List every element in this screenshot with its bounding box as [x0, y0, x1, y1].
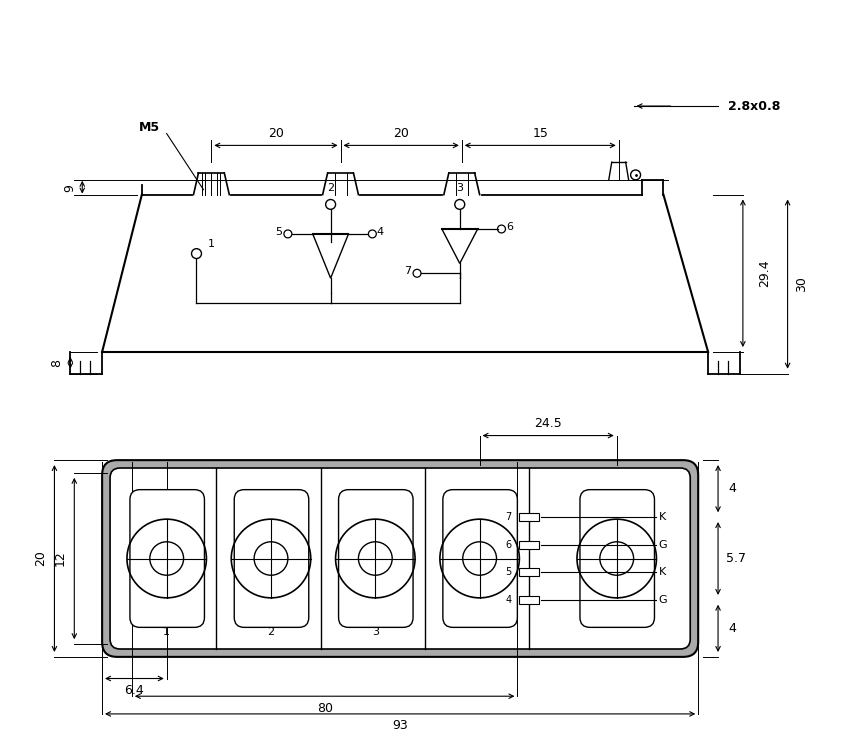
- Bar: [519, 596, 539, 603]
- Text: 2.8x0.8: 2.8x0.8: [728, 99, 780, 112]
- Text: K: K: [658, 512, 666, 522]
- Text: 5: 5: [505, 567, 512, 577]
- Text: 15: 15: [532, 127, 548, 140]
- Text: 4: 4: [728, 622, 736, 635]
- Text: 2: 2: [267, 627, 275, 637]
- Text: 5.7: 5.7: [726, 552, 746, 565]
- Text: 20: 20: [393, 127, 409, 140]
- Text: 4: 4: [376, 227, 384, 237]
- Text: 1: 1: [163, 627, 170, 637]
- Text: 6.4: 6.4: [124, 684, 144, 697]
- Text: 24.5: 24.5: [535, 417, 562, 430]
- Text: 9: 9: [63, 184, 76, 192]
- Text: 4: 4: [728, 482, 736, 495]
- Text: M5: M5: [140, 121, 161, 135]
- FancyBboxPatch shape: [234, 490, 309, 628]
- FancyBboxPatch shape: [102, 460, 698, 657]
- Text: G: G: [658, 595, 667, 605]
- Text: 20: 20: [268, 127, 284, 140]
- Bar: [519, 568, 539, 576]
- Text: 29.4: 29.4: [758, 259, 772, 287]
- Bar: [519, 541, 539, 548]
- Text: 7: 7: [505, 512, 512, 522]
- Text: 12: 12: [54, 551, 67, 567]
- Text: G: G: [658, 539, 667, 550]
- Text: 4: 4: [505, 595, 512, 605]
- FancyBboxPatch shape: [580, 490, 655, 628]
- Text: 30: 30: [795, 276, 808, 292]
- Text: 1: 1: [208, 239, 215, 248]
- Text: 6: 6: [506, 222, 513, 232]
- Text: 3: 3: [371, 627, 379, 637]
- Bar: [519, 513, 539, 521]
- Text: 3: 3: [456, 182, 464, 193]
- Text: 7: 7: [404, 266, 412, 276]
- Text: 80: 80: [316, 701, 332, 714]
- Text: K: K: [658, 567, 666, 577]
- FancyBboxPatch shape: [110, 468, 690, 649]
- FancyBboxPatch shape: [130, 490, 205, 628]
- Text: 20: 20: [34, 551, 47, 567]
- FancyBboxPatch shape: [338, 490, 413, 628]
- Text: 5: 5: [276, 227, 283, 237]
- Text: 93: 93: [393, 720, 408, 732]
- Text: 2: 2: [327, 182, 334, 193]
- Text: 6: 6: [505, 539, 512, 550]
- FancyBboxPatch shape: [442, 490, 518, 628]
- Text: 8: 8: [50, 359, 63, 367]
